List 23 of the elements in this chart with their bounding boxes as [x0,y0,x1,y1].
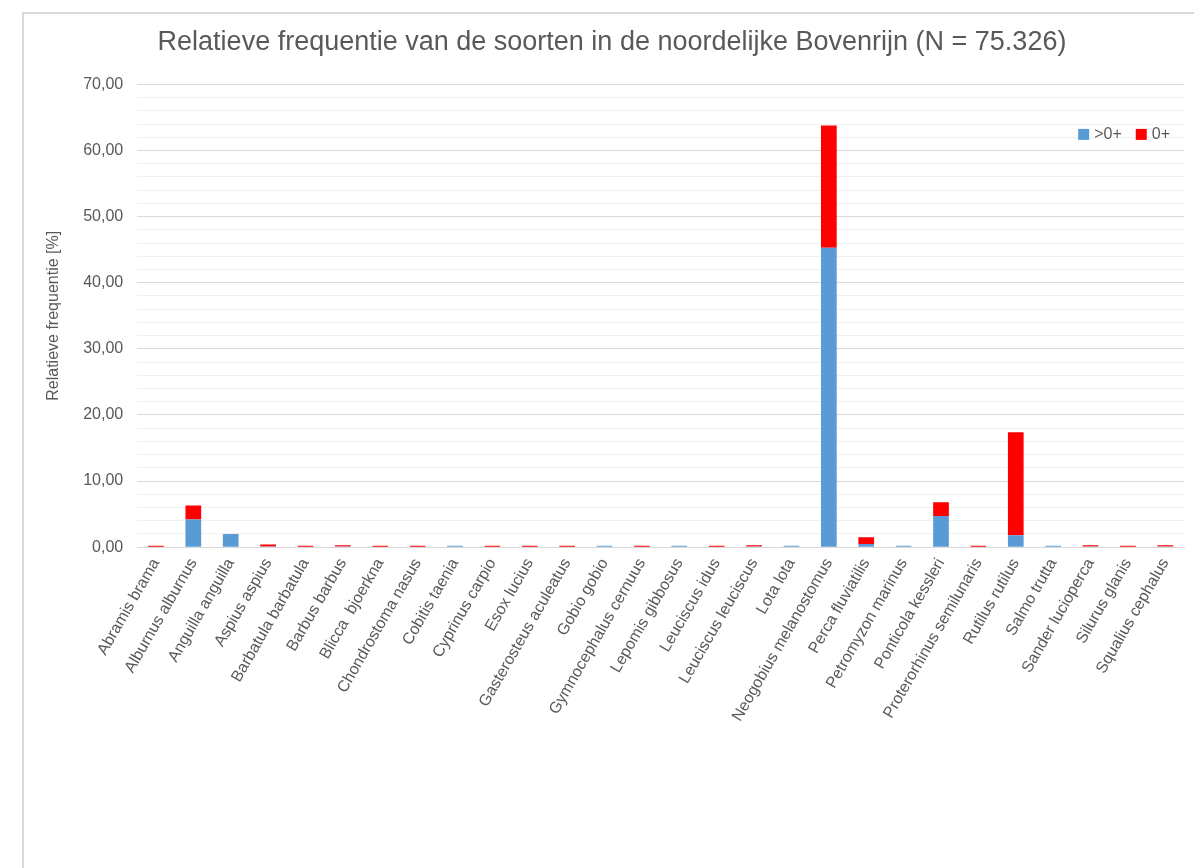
y-axis-title: Relatieve frequentie [%] [44,230,62,401]
y-tick-label: 50,00 [83,207,124,225]
bar [858,543,875,547]
y-tick-label: 60,00 [83,140,124,158]
y-tick-label: 40,00 [83,273,124,291]
bar [185,505,202,520]
bar [185,519,202,547]
y-tick-label: 30,00 [83,339,124,357]
y-tick-label: 10,00 [83,471,124,489]
bar [821,125,837,248]
bar [933,516,949,547]
chart-title: Relatieve frequentie van de soorten in de noordelijke Bovenrijn (N = 75.326) [157,25,1067,56]
bar [1007,432,1024,536]
bar [1007,535,1024,547]
y-tick-label: 20,00 [83,405,124,423]
legend-label: 0+ [1151,124,1171,142]
legend-label: >0+ [1094,124,1122,142]
y-tick-label: 70,00 [83,74,124,92]
bar [933,502,949,517]
bar [821,247,837,547]
y-tick-label: 0,00 [92,537,124,555]
bar [858,537,875,544]
bar [222,533,239,547]
